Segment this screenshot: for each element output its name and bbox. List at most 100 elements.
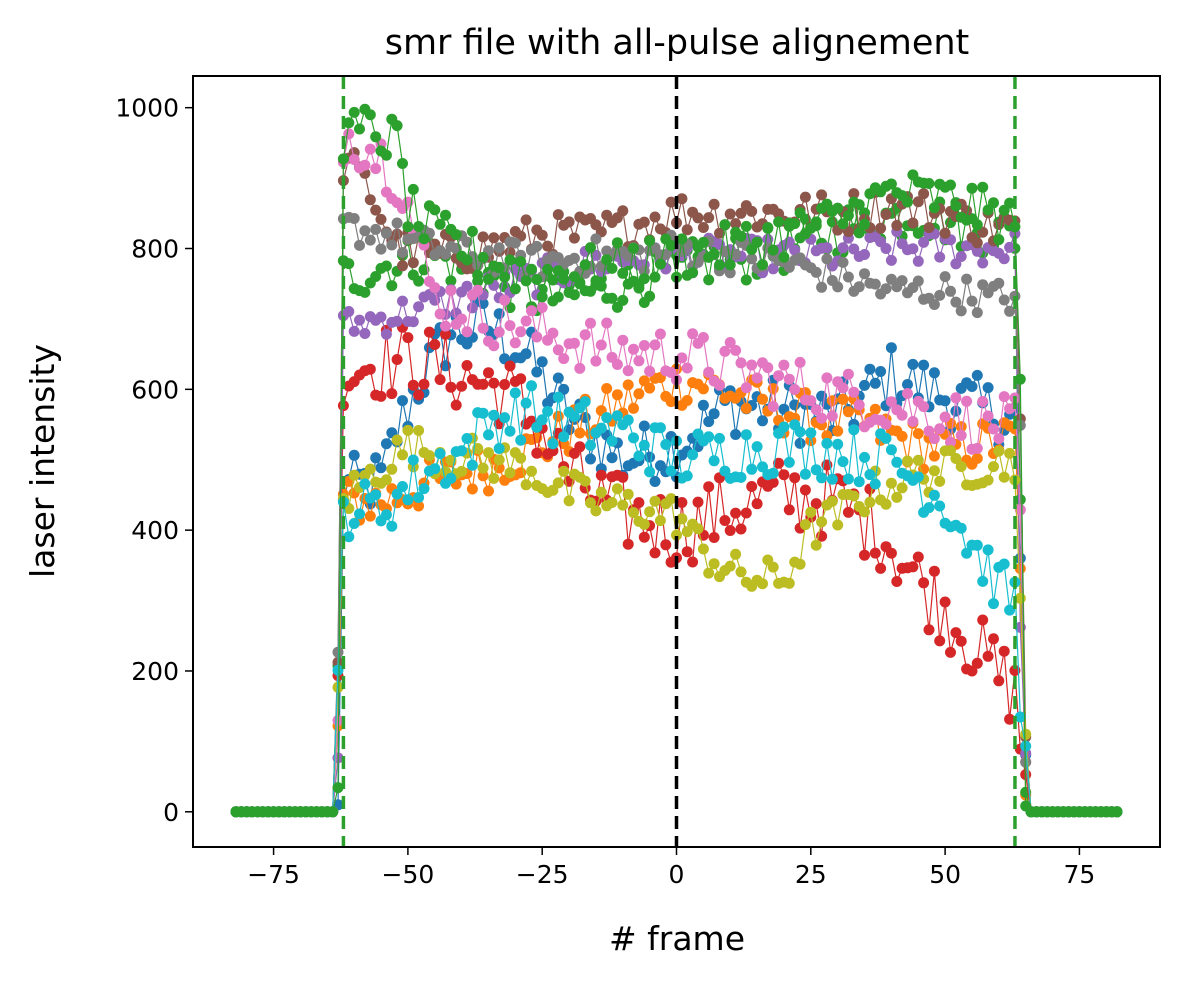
data-point — [483, 485, 494, 497]
data-point — [923, 502, 935, 514]
data-point — [397, 295, 408, 307]
data-point — [654, 422, 666, 434]
data-point — [536, 229, 548, 241]
data-point — [558, 353, 570, 365]
data-point — [1020, 728, 1032, 740]
data-point — [413, 221, 425, 232]
data-point — [853, 281, 865, 293]
data-point — [375, 390, 387, 402]
data-point — [375, 213, 387, 225]
data-point — [622, 278, 634, 290]
data-point — [649, 271, 661, 283]
data-point — [654, 328, 666, 340]
data-point — [391, 488, 403, 500]
data-point — [859, 268, 870, 280]
data-point — [515, 434, 527, 446]
data-point — [896, 430, 908, 442]
data-point — [724, 560, 736, 572]
data-point — [907, 416, 919, 427]
data-point — [531, 447, 543, 459]
data-point — [783, 577, 795, 589]
data-point — [601, 254, 613, 266]
data-point — [563, 287, 575, 298]
data-point — [622, 414, 634, 426]
data-point — [375, 243, 387, 255]
data-point — [370, 489, 382, 501]
data-point — [628, 432, 639, 444]
data-point — [837, 218, 849, 230]
data-point — [606, 262, 618, 274]
data-point — [885, 477, 897, 489]
data-point — [1009, 665, 1021, 676]
data-point — [402, 221, 414, 233]
data-point — [794, 437, 806, 449]
data-point — [407, 183, 419, 195]
data-point — [708, 558, 720, 570]
data-point — [724, 259, 736, 271]
data-point — [751, 441, 763, 453]
data-point — [595, 486, 607, 498]
data-point — [832, 519, 844, 531]
data-point — [923, 624, 935, 636]
data-point — [719, 515, 731, 526]
data-point — [891, 220, 903, 231]
x-tick-label: 25 — [795, 860, 827, 889]
data-point — [810, 498, 822, 510]
data-point — [740, 429, 752, 441]
data-point — [1004, 713, 1016, 725]
y-axis: 0 200 400 600 800 1000 — [115, 94, 193, 827]
data-point — [826, 410, 838, 422]
data-point — [971, 219, 983, 231]
data-point — [461, 280, 473, 292]
data-point — [461, 360, 473, 371]
data-point — [697, 332, 709, 343]
data-point — [515, 326, 527, 338]
data-point — [757, 415, 768, 427]
data-point — [504, 360, 516, 372]
data-point — [708, 408, 720, 420]
data-point — [1004, 604, 1016, 616]
data-point — [837, 456, 849, 468]
data-point — [778, 421, 790, 433]
data-point — [799, 484, 811, 496]
data-point — [488, 377, 500, 389]
data-point — [370, 163, 382, 175]
data-point — [466, 483, 478, 495]
data-point — [397, 260, 408, 272]
data-point — [789, 218, 801, 230]
data-point — [380, 474, 392, 486]
data-point — [794, 558, 806, 570]
data-point — [456, 445, 468, 457]
data-point — [816, 412, 828, 424]
data-point — [826, 495, 838, 507]
data-point — [708, 248, 720, 260]
data-point — [515, 373, 527, 385]
data-point — [332, 681, 344, 693]
data-point — [757, 393, 768, 405]
data-point — [864, 496, 876, 508]
data-point — [697, 222, 709, 233]
data-point — [370, 204, 382, 216]
data-point — [622, 379, 634, 391]
data-point — [767, 476, 779, 488]
data-point — [483, 429, 494, 441]
data-point — [681, 470, 693, 482]
data-point — [649, 476, 661, 487]
data-point — [697, 543, 709, 555]
data-point — [912, 255, 924, 267]
data-point — [520, 214, 532, 226]
data-point — [579, 259, 591, 271]
data-point — [993, 675, 1005, 687]
data-point — [687, 328, 699, 340]
x-axis: −75 −50 −25 0 25 50 75 — [247, 847, 1095, 889]
data-point — [885, 547, 897, 559]
data-point — [617, 471, 629, 483]
data-point — [644, 365, 656, 377]
data-point — [440, 248, 451, 260]
data-point — [724, 208, 736, 220]
data-point — [359, 286, 371, 298]
data-point — [939, 596, 951, 608]
data-point — [746, 481, 758, 492]
data-point — [676, 352, 688, 364]
data-point — [988, 197, 999, 209]
